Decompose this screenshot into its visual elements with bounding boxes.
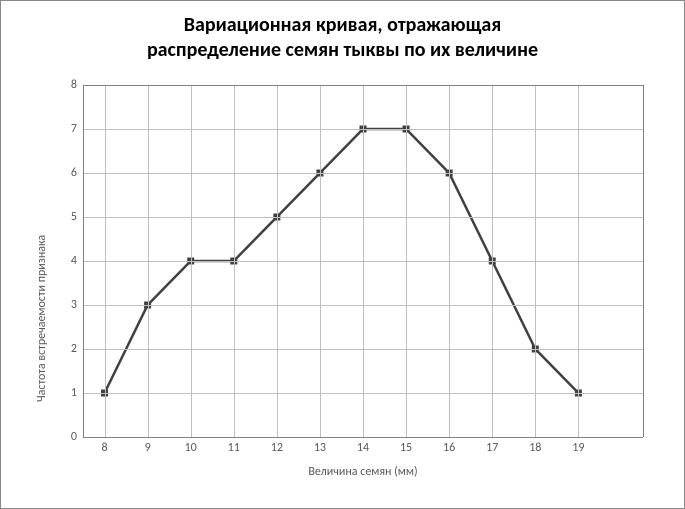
grid-line-v xyxy=(406,85,407,437)
y-tick-label: 2 xyxy=(47,342,83,356)
x-tick-label: 19 xyxy=(563,437,593,455)
chart-title-line1: Вариационная кривая, отражающая xyxy=(1,13,684,38)
plot-border xyxy=(643,85,644,437)
grid-line-v xyxy=(191,85,192,437)
plot-border xyxy=(83,85,643,86)
y-tick-label: 3 xyxy=(47,298,83,312)
plot-border xyxy=(83,85,84,437)
x-tick-label: 11 xyxy=(219,437,249,455)
grid-line-v xyxy=(234,85,235,437)
grid-line-v xyxy=(148,85,149,437)
x-tick-label: 12 xyxy=(262,437,292,455)
chart-container: Вариационная кривая, отражающая распреде… xyxy=(0,0,685,509)
grid-line-v xyxy=(320,85,321,437)
plot-area: 0123456788910111213141516171819 xyxy=(83,85,643,437)
y-tick-label: 0 xyxy=(47,430,83,444)
y-tick-label: 5 xyxy=(47,210,83,224)
y-axis-title: Частота встречаемости признака xyxy=(35,235,49,402)
chart-title: Вариационная кривая, отражающая распреде… xyxy=(1,13,684,63)
plot-border xyxy=(83,437,643,438)
y-tick-label: 8 xyxy=(47,78,83,92)
x-tick-label: 17 xyxy=(477,437,507,455)
grid-line-v xyxy=(105,85,106,437)
grid-line-v xyxy=(578,85,579,437)
x-tick-label: 9 xyxy=(133,437,163,455)
grid-line-v xyxy=(363,85,364,437)
grid-line-v xyxy=(449,85,450,437)
x-tick-label: 15 xyxy=(391,437,421,455)
x-tick-label: 18 xyxy=(520,437,550,455)
grid-line-v xyxy=(492,85,493,437)
x-axis-title: Величина семян (мм) xyxy=(83,465,643,479)
grid-line-v xyxy=(535,85,536,437)
y-tick-label: 6 xyxy=(47,166,83,180)
x-tick-label: 10 xyxy=(176,437,206,455)
x-tick-label: 8 xyxy=(90,437,120,455)
y-tick-label: 1 xyxy=(47,386,83,400)
grid-line-v xyxy=(277,85,278,437)
y-tick-label: 4 xyxy=(47,254,83,268)
chart-title-line2: распределение семян тыквы по их величине xyxy=(1,38,684,63)
x-tick-label: 13 xyxy=(305,437,335,455)
x-tick-label: 14 xyxy=(348,437,378,455)
x-tick-label: 16 xyxy=(434,437,464,455)
y-tick-label: 7 xyxy=(47,122,83,136)
